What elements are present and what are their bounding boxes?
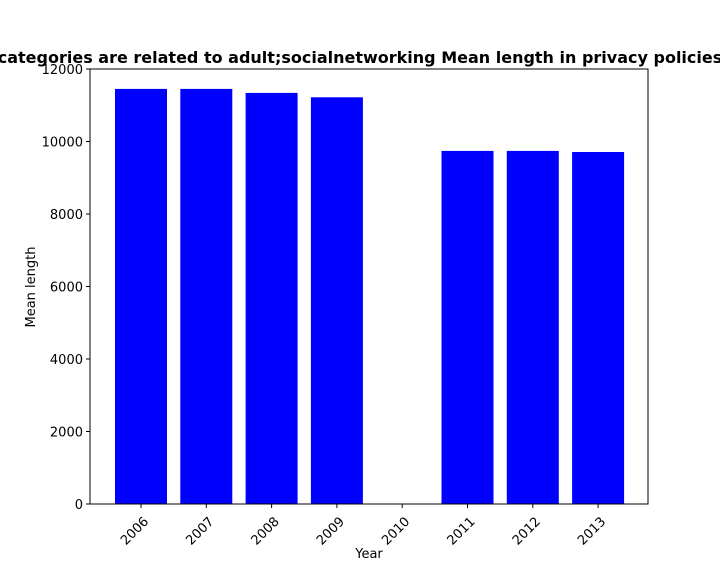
y-tick-label: 10000 [42,136,83,151]
bar-2008 [245,92,298,505]
x-tick-label: 2007 [183,514,217,548]
y-tick-label: 4000 [50,353,83,368]
y-tick-label: 0 [75,498,83,513]
y-tick-label: 12000 [42,63,83,78]
bar-2011 [441,150,494,504]
bars-group [115,88,625,505]
bar-2006 [115,88,167,505]
x-tick-label: 2012 [510,514,544,548]
x-tick-label: 2009 [314,514,348,548]
y-tick-label: 2000 [50,426,83,441]
bar-2007 [180,88,233,505]
bar-2013 [572,152,625,504]
x-tick-label: 2006 [118,514,152,548]
y-tick-label: 8000 [50,208,83,223]
bar-2012 [506,150,559,504]
x-tick-label: 2013 [575,514,609,548]
bar-2009 [310,97,363,505]
plot-frame [89,68,649,505]
x-axis-label: Year [354,547,383,562]
x-tick-label: 2008 [249,514,283,548]
x-axis: 2006 2007 2008 2009 2010 2011 2012 2013 [118,504,609,548]
chart-title: categories are related to adult;socialne… [0,48,720,67]
y-tick-label: 6000 [50,281,83,296]
y-axis-label: Mean length [24,247,39,328]
y-axis: 0 2000 4000 6000 8000 10000 12000 [42,63,90,513]
x-tick-label: 2011 [445,514,479,548]
x-tick-label: 2010 [379,514,413,548]
